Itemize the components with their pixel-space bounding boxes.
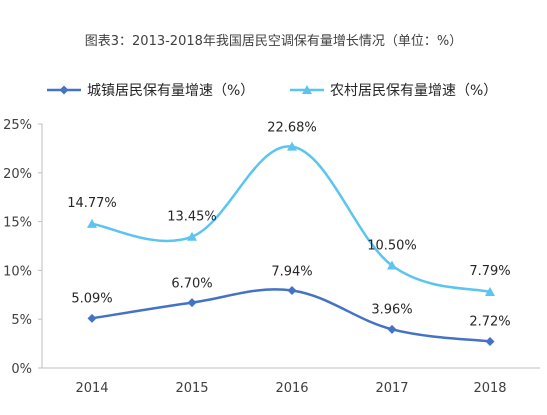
data-point-triangle <box>87 218 97 228</box>
data-point-diamond <box>287 286 297 296</box>
x-tick-label: 2014 <box>75 381 108 396</box>
data-point-diamond <box>387 324 397 334</box>
legend-label-1: 城镇居民保有量增速（%） <box>87 83 254 99</box>
y-tick-label: 15% <box>3 216 32 231</box>
data-label: 3.96% <box>371 302 412 317</box>
data-point-triangle <box>187 231 197 241</box>
x-tick-label: 2016 <box>275 381 308 396</box>
data-point-diamond <box>187 298 197 308</box>
data-label: 5.09% <box>71 291 112 306</box>
series-line-1 <box>91 288 491 343</box>
y-tick-label: 10% <box>3 264 32 279</box>
legend: 城镇居民保有量增速（%） 农村居民保有量增速（%） <box>47 83 497 99</box>
data-point-triangle <box>387 260 397 270</box>
x-tick-label: 2018 <box>473 381 506 396</box>
data-label: 7.94% <box>271 265 312 280</box>
data-label: 2.72% <box>469 314 510 329</box>
data-label: 10.50% <box>367 239 417 254</box>
data-label: 22.68% <box>267 121 317 136</box>
y-tick-label: 5% <box>11 313 32 328</box>
legend-label-2: 农村居民保有量增速（%） <box>330 83 497 99</box>
y-tick-label: 0% <box>11 362 32 377</box>
data-point-triangle <box>287 141 297 151</box>
y-tick-label: 25% <box>3 118 32 133</box>
data-label: 13.45% <box>167 210 217 225</box>
data-point-diamond <box>485 336 495 346</box>
data-point-triangle <box>485 286 495 296</box>
data-label: 6.70% <box>171 277 212 292</box>
legend-marker-triangle <box>302 85 312 94</box>
data-label: 14.77% <box>67 196 117 211</box>
series-group <box>87 141 495 346</box>
x-tick-label: 2017 <box>375 381 408 396</box>
data-label: 7.79% <box>469 264 510 279</box>
legend-marker-diamond <box>59 85 69 95</box>
axes: 0% 5% 10% 15% 20% 25% 2014 2015 2016 2017 2018 <box>3 118 540 396</box>
chart-title: 图表3：2013-2018年我国居民空调保有量增长情况（单位：%） <box>84 34 463 49</box>
x-tick-label: 2015 <box>175 381 208 396</box>
data-point-diamond <box>87 313 97 323</box>
data-labels: 5.09% 6.70% 7.94% 3.96% 2.72% 14.77% 13.45% 22.… <box>67 121 510 330</box>
y-tick-label: 20% <box>3 167 32 182</box>
